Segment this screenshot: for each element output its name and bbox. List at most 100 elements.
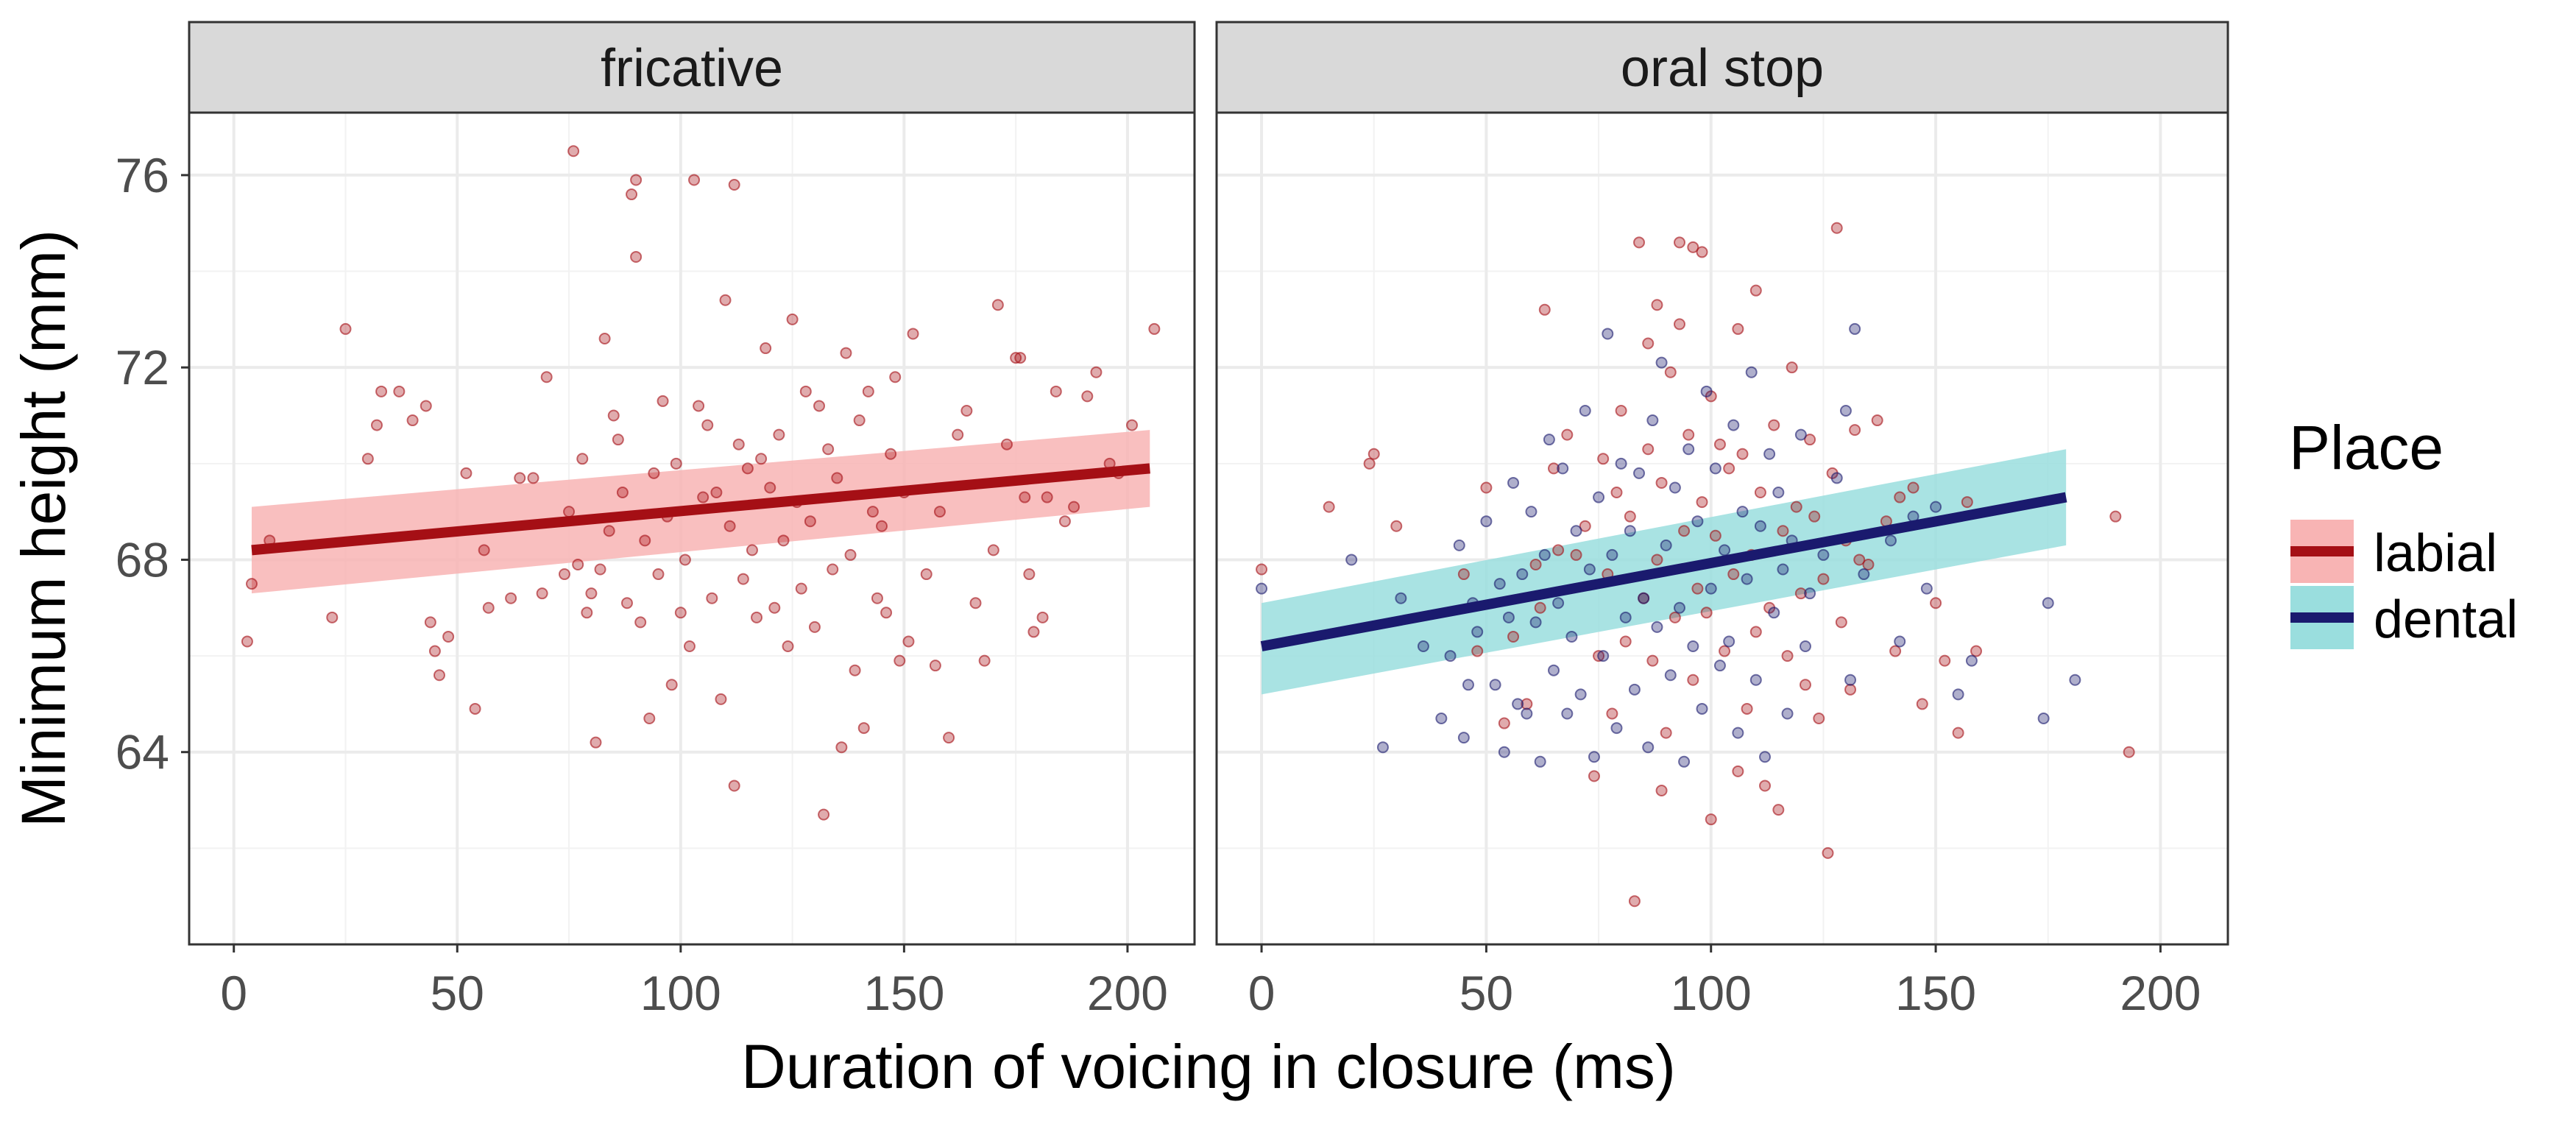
data-point-labial: [1651, 554, 1663, 566]
data-point-dental: [1480, 515, 1493, 528]
data-point-dental: [1655, 356, 1668, 369]
data-point-labial: [969, 597, 982, 609]
data-point-labial: [804, 515, 816, 528]
data-point-labial: [639, 534, 651, 547]
data-point-labial: [1019, 491, 1031, 503]
data-point-labial: [626, 188, 638, 201]
data-point-dental: [1615, 457, 1627, 470]
data-point-labial: [849, 664, 861, 676]
data-point-labial: [943, 732, 955, 744]
data-point-dental: [1781, 707, 1794, 720]
data-point-labial: [1126, 419, 1139, 431]
data-point-labial: [1642, 337, 1655, 350]
data-point-dental: [1256, 582, 1268, 595]
data-point-dental: [1651, 621, 1663, 633]
data-point-labial: [835, 741, 848, 754]
data-point-labial: [844, 548, 857, 561]
data-point-labial: [1148, 322, 1161, 335]
data-point-dental: [1493, 578, 1506, 590]
data-point-labial: [339, 322, 352, 335]
data-point-dental: [1646, 414, 1659, 427]
data-point-labial: [630, 250, 643, 263]
data-point-dental: [1561, 707, 1574, 720]
x-axis-title: Duration of voicing in closure (ms): [741, 1032, 1676, 1101]
data-point-labial: [393, 385, 406, 397]
data-point-labial: [536, 587, 548, 600]
x-tick-label: 50: [1459, 966, 1513, 1020]
data-point-dental: [2069, 674, 2081, 686]
legend-key-dental: dental: [2290, 586, 2518, 649]
data-point-labial: [643, 713, 656, 725]
data-point-labial: [1830, 222, 1843, 234]
data-point-labial: [1552, 544, 1565, 556]
data-point-labial: [960, 404, 973, 417]
data-point-labial: [1664, 366, 1677, 378]
data-point-dental: [1525, 506, 1538, 518]
data-point-dental: [1719, 544, 1731, 556]
data-point-labial: [679, 554, 691, 566]
data-point-labial: [478, 544, 490, 556]
data-point-dental: [1570, 525, 1582, 537]
data-point-labial: [818, 808, 830, 821]
data-point-labial: [760, 342, 772, 355]
data-point-labial: [558, 568, 570, 581]
data-point-labial: [1579, 520, 1591, 532]
data-point-dental: [1723, 635, 1735, 648]
y-tick-label: 72: [116, 340, 169, 395]
data-point-labial: [1570, 548, 1582, 561]
data-point-dental: [1376, 741, 1389, 754]
data-point-labial: [715, 693, 727, 705]
data-point-labial: [361, 453, 374, 465]
data-point-dental: [1678, 755, 1691, 768]
data-point-labial: [880, 607, 893, 619]
data-point-labial: [1741, 702, 1753, 715]
data-point-labial: [1628, 895, 1641, 908]
data-point-labial: [1669, 611, 1681, 623]
data-point-labial: [1090, 366, 1103, 378]
data-point-labial: [482, 601, 495, 614]
data-point-labial: [433, 669, 445, 682]
data-point-labial: [1660, 727, 1672, 739]
x-tick-label: 200: [2120, 966, 2201, 1020]
data-point-dental: [1830, 472, 1843, 484]
data-point-dental: [1804, 587, 1816, 600]
data-point-labial: [1781, 650, 1794, 662]
data-point-labial: [683, 640, 696, 653]
data-point-dental: [1462, 679, 1474, 691]
data-point-labial: [929, 660, 941, 672]
data-point-labial: [1682, 428, 1695, 441]
data-point-labial: [1723, 462, 1735, 475]
data-point-labial: [1713, 438, 1726, 450]
data-point-labial: [1367, 448, 1380, 460]
data-point-labial: [1673, 318, 1685, 331]
data-point-dental: [1435, 713, 1448, 725]
data-point-labial: [1655, 476, 1668, 489]
data-point-labial: [1799, 679, 1811, 691]
data-point-dental: [1705, 582, 1717, 595]
data-point-labial: [978, 654, 991, 667]
data-point-dental: [1799, 640, 1811, 653]
data-point-labial: [894, 654, 906, 667]
data-point-labial: [598, 332, 611, 344]
data-point-dental: [1610, 722, 1623, 735]
data-point-labial: [1871, 414, 1883, 427]
data-point-labial: [746, 544, 758, 556]
data-point-dental: [1444, 650, 1457, 662]
x-axis-ticks: 0 50 100 150 200: [220, 944, 1168, 1020]
data-point-labial: [773, 428, 785, 441]
data-point-labial: [375, 385, 388, 397]
strip-label: fricative: [601, 39, 783, 98]
data-point-labial: [866, 506, 879, 518]
data-point-labial: [697, 491, 710, 503]
data-point-dental: [1669, 481, 1681, 494]
data-point-dental: [1687, 640, 1699, 653]
data-point-labial: [648, 467, 660, 479]
data-point-labial: [1646, 654, 1659, 667]
data-point-labial: [652, 568, 665, 581]
data-point-labial: [1727, 568, 1740, 581]
data-point-labial: [952, 428, 964, 441]
data-point-labial: [1058, 515, 1071, 528]
data-point-labial: [1732, 322, 1744, 335]
data-point-labial: [1696, 496, 1708, 509]
data-point-labial: [751, 611, 763, 623]
